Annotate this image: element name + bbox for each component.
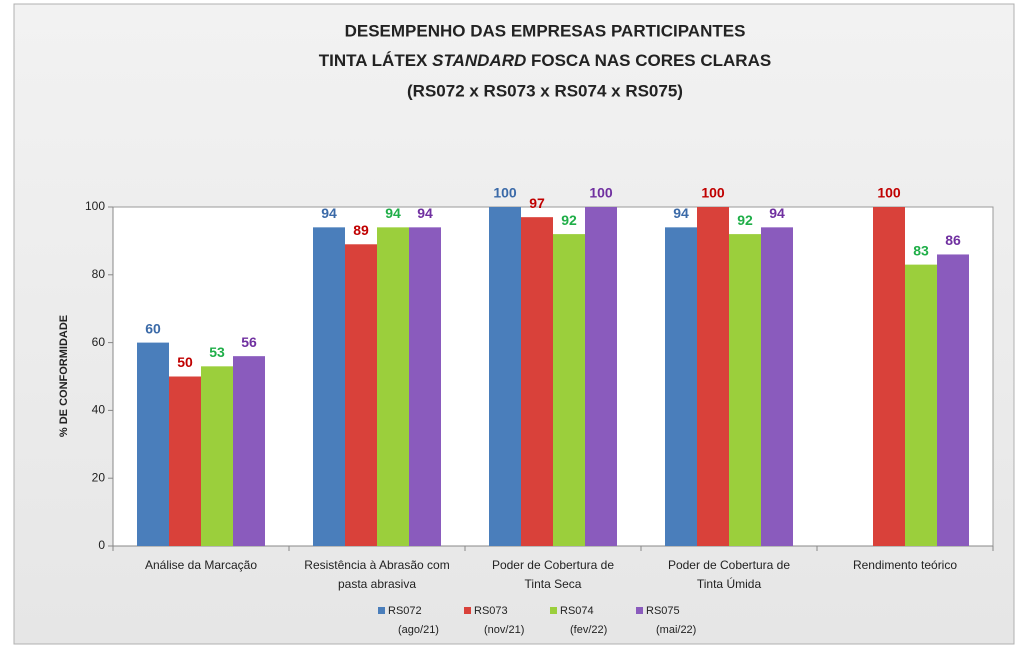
value-label: 94 [321,205,337,221]
value-label: 92 [561,212,577,228]
legend-label: RS073 [474,605,508,617]
value-label: 100 [701,185,725,201]
bar [377,227,409,546]
legend-swatch [378,607,385,614]
legend-period: (mai/22) [656,624,696,636]
bar [169,376,201,546]
bar [521,217,553,547]
bar [553,234,585,546]
x-tick-label: Análise da Marcação [145,558,257,572]
bar [201,366,233,546]
value-label: 97 [529,195,545,211]
value-label: 50 [177,354,193,370]
y-tick-label: 0 [98,538,105,552]
value-label: 94 [769,205,785,221]
y-tick-label: 80 [92,267,106,281]
x-tick-label: Poder de Cobertura de [668,558,790,572]
value-label: 83 [913,242,929,258]
value-label: 86 [945,232,961,248]
bar [905,264,937,546]
value-label: 92 [737,212,753,228]
bar [729,234,761,546]
bar [137,342,169,546]
value-label: 53 [209,344,225,360]
value-label: 100 [493,185,517,201]
y-axis-label: % DE CONFORMIDADE [58,315,70,437]
bar [489,207,521,546]
legend-swatch [464,607,471,614]
title-part: STANDARD [432,51,526,70]
y-tick-label: 60 [92,335,106,349]
bar [233,356,265,546]
x-tick-label: Tinta Seca [525,577,582,591]
x-tick-label: Poder de Cobertura de [492,558,614,572]
y-tick-label: 40 [92,403,106,417]
value-label: 56 [241,334,257,350]
chart-title: TINTA LÁTEX STANDARD FOSCA NAS CORES CLA… [319,51,771,70]
x-tick-label: pasta abrasiva [338,577,416,591]
value-label: 94 [673,205,689,221]
legend-swatch [550,607,557,614]
value-label: 100 [877,185,901,201]
value-label: 60 [145,320,161,336]
bar [761,227,793,546]
bar [409,227,441,546]
bar [345,244,377,547]
x-tick-label: Rendimento teórico [853,558,957,572]
x-tick-label: Resistência à Abrasão com [304,558,449,572]
legend-period: (ago/21) [398,624,439,636]
title-part: FOSCA NAS CORES CLARAS [531,51,771,70]
x-tick-label: Tinta Úmida [697,576,762,591]
value-label: 100 [589,185,613,201]
value-label: 94 [385,205,401,221]
y-tick-label: 100 [85,199,105,213]
legend-label: RS075 [646,605,680,617]
bar [665,227,697,546]
y-tick-label: 20 [92,470,106,484]
value-label: 94 [417,205,433,221]
chart-title: (RS072 x RS073 x RS074 x RS075) [407,81,683,100]
bar [937,254,969,546]
legend-period: (fev/22) [570,624,607,636]
title-part: TINTA LÁTEX [319,51,428,70]
chart-title: DESEMPENHO DAS EMPRESAS PARTICIPANTES [345,21,746,40]
bar [313,227,345,546]
value-label: 89 [353,222,369,238]
legend-label: RS072 [388,605,422,617]
legend-label: RS074 [560,605,594,617]
legend-swatch [636,607,643,614]
bar [697,207,729,546]
legend-period: (nov/21) [484,624,524,636]
bar [585,207,617,546]
bar [873,207,905,546]
